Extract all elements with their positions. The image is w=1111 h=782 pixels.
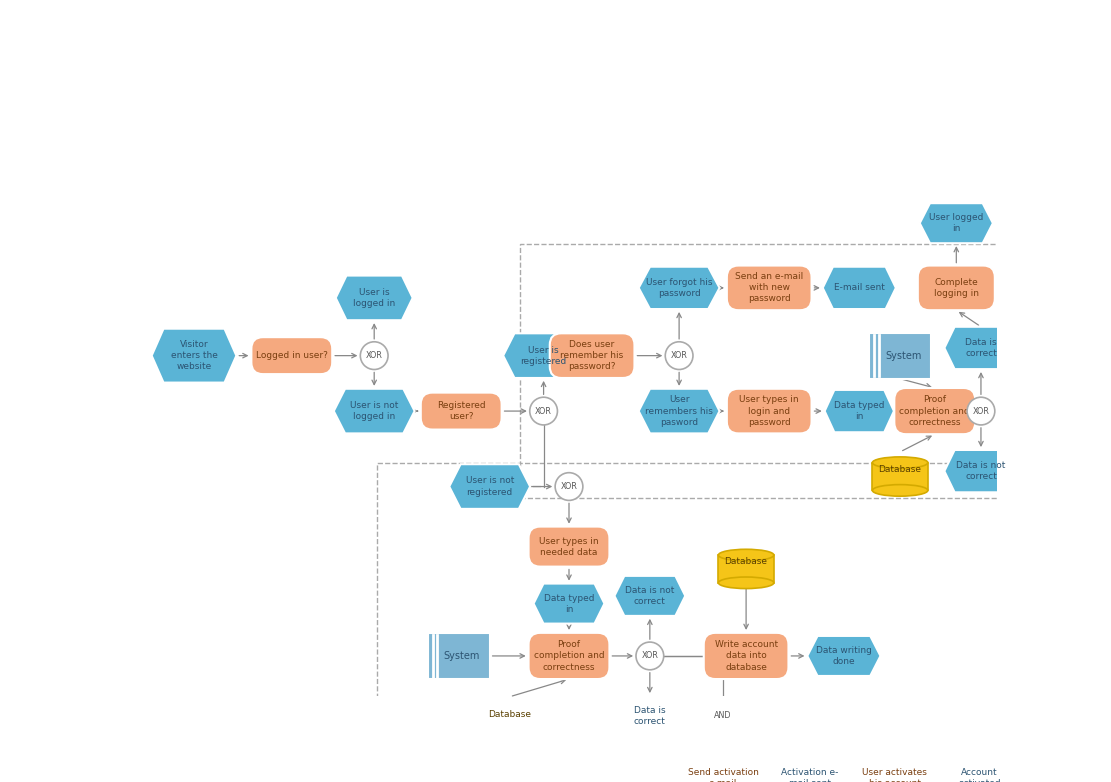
Text: Data is
correct: Data is correct <box>634 706 665 726</box>
Text: Proof
completion and
correctness: Proof completion and correctness <box>533 640 604 672</box>
Text: XOR: XOR <box>536 407 552 415</box>
Text: Registered
user?: Registered user? <box>437 401 486 421</box>
FancyBboxPatch shape <box>857 759 933 782</box>
Polygon shape <box>823 267 895 309</box>
Text: User logged
in: User logged in <box>929 213 983 233</box>
Polygon shape <box>639 267 720 309</box>
Polygon shape <box>774 759 845 782</box>
Polygon shape <box>614 696 685 736</box>
FancyBboxPatch shape <box>918 266 994 310</box>
Text: User forgot his
password: User forgot his password <box>645 278 712 298</box>
Text: User types in
login and
password: User types in login and password <box>740 396 799 427</box>
Polygon shape <box>333 389 414 433</box>
Text: User is not
logged in: User is not logged in <box>350 401 399 421</box>
Polygon shape <box>533 583 604 623</box>
Polygon shape <box>336 275 412 320</box>
FancyBboxPatch shape <box>421 393 502 429</box>
Bar <box>869 332 931 378</box>
Text: Database: Database <box>724 558 768 566</box>
Text: Data typed
in: Data typed in <box>543 594 594 614</box>
Polygon shape <box>920 203 993 243</box>
Text: Logged in user?: Logged in user? <box>256 351 328 361</box>
FancyBboxPatch shape <box>529 633 610 679</box>
Circle shape <box>360 342 388 370</box>
FancyBboxPatch shape <box>251 337 332 374</box>
FancyBboxPatch shape <box>550 333 634 378</box>
Ellipse shape <box>872 485 928 496</box>
Polygon shape <box>639 389 720 433</box>
Polygon shape <box>449 465 530 509</box>
Text: Does user
remember his
password?: Does user remember his password? <box>560 340 623 371</box>
Text: Data typed
in: Data typed in <box>834 401 884 421</box>
Ellipse shape <box>719 549 774 561</box>
Text: Data is not
correct: Data is not correct <box>625 586 674 606</box>
Text: Activation e-
mail sent: Activation e- mail sent <box>781 768 839 782</box>
Text: AND: AND <box>714 712 732 720</box>
Text: Database: Database <box>488 710 531 719</box>
Text: Visitor
enters the
website: Visitor enters the website <box>171 340 218 371</box>
Ellipse shape <box>872 457 928 468</box>
Text: XOR: XOR <box>671 351 688 361</box>
Text: XOR: XOR <box>972 407 990 415</box>
Text: Data is
correct: Data is correct <box>965 338 997 358</box>
Ellipse shape <box>482 730 538 741</box>
Text: User is
logged in: User is logged in <box>353 288 396 308</box>
Text: User is not
registered: User is not registered <box>466 476 514 497</box>
Circle shape <box>635 642 663 670</box>
Text: User
remembers his
pasword: User remembers his pasword <box>645 396 713 427</box>
Circle shape <box>556 472 583 500</box>
Bar <box>428 633 490 679</box>
Bar <box>872 463 928 490</box>
Text: Data writing
done: Data writing done <box>815 646 872 666</box>
Text: System: System <box>885 350 921 361</box>
Text: User types in
needed data: User types in needed data <box>539 536 599 557</box>
FancyBboxPatch shape <box>894 388 975 434</box>
Text: Send an e-mail
with new
password: Send an e-mail with new password <box>735 272 803 303</box>
Text: System: System <box>443 651 480 661</box>
FancyBboxPatch shape <box>529 526 610 567</box>
Text: XOR: XOR <box>561 482 578 491</box>
FancyBboxPatch shape <box>727 266 811 310</box>
Ellipse shape <box>719 577 774 589</box>
Text: XOR: XOR <box>366 351 382 361</box>
Polygon shape <box>824 390 894 432</box>
Circle shape <box>967 397 994 425</box>
Text: Database: Database <box>879 465 922 474</box>
Text: User activates
his account: User activates his account <box>862 768 928 782</box>
Text: Account
activated: Account activated <box>958 768 1001 782</box>
Polygon shape <box>614 576 685 616</box>
Polygon shape <box>944 450 1018 493</box>
Text: Data is not
correct: Data is not correct <box>957 461 1005 481</box>
Ellipse shape <box>482 701 538 713</box>
Text: Proof
completion and
correctness: Proof completion and correctness <box>900 396 970 427</box>
Text: E-mail sent: E-mail sent <box>834 283 884 292</box>
Bar <box>482 708 538 735</box>
Polygon shape <box>808 636 880 676</box>
Bar <box>719 555 774 583</box>
FancyBboxPatch shape <box>727 389 811 433</box>
Circle shape <box>709 702 737 730</box>
Text: Send activation
e-mail: Send activation e-mail <box>688 768 759 782</box>
FancyBboxPatch shape <box>684 759 761 782</box>
Circle shape <box>530 397 558 425</box>
Text: XOR: XOR <box>641 651 659 661</box>
Polygon shape <box>503 333 584 378</box>
Text: Write account
data into
database: Write account data into database <box>714 640 778 672</box>
Circle shape <box>665 342 693 370</box>
Polygon shape <box>152 328 237 382</box>
Text: Complete
logging in: Complete logging in <box>934 278 979 298</box>
Text: User is
registered: User is registered <box>520 346 567 366</box>
Polygon shape <box>944 327 1018 369</box>
Polygon shape <box>944 759 1014 782</box>
FancyBboxPatch shape <box>703 633 789 679</box>
